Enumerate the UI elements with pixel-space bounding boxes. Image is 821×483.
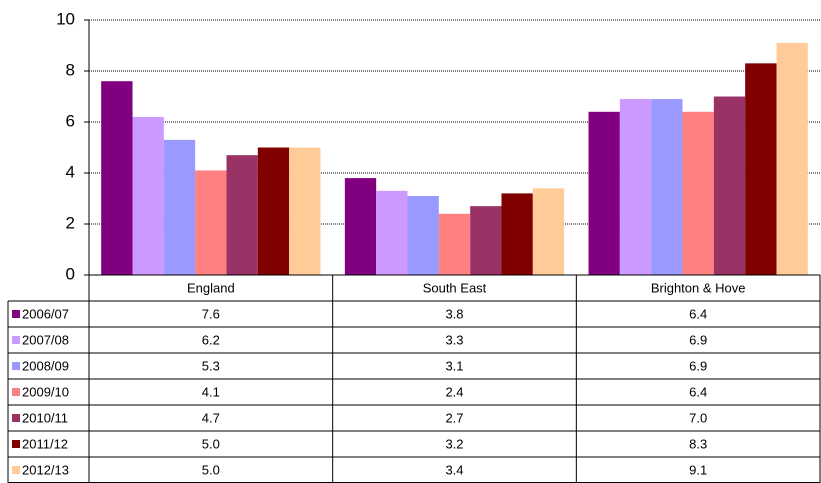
y-tick-label: 10	[56, 9, 75, 28]
table-value: 3.8	[445, 306, 463, 321]
table-value: 6.2	[202, 332, 220, 347]
bar	[195, 170, 227, 275]
y-tick-label: 8	[66, 60, 75, 79]
bar	[101, 81, 133, 275]
y-tick-label: 6	[66, 111, 75, 130]
table-value: 3.1	[445, 358, 463, 373]
table-value: 2.7	[445, 410, 463, 425]
table-value: 9.1	[689, 462, 707, 477]
legend-label: 2011/12	[22, 436, 68, 451]
table-value: 7.0	[689, 410, 707, 425]
legend-label: 2012/13	[22, 462, 69, 477]
bar	[163, 139, 196, 275]
table-value: 3.2	[445, 436, 463, 451]
bar	[713, 96, 746, 275]
legend-label: 2008/09	[22, 358, 69, 373]
bar	[682, 111, 714, 275]
legend-key	[12, 414, 20, 422]
legend-label: 2009/10	[22, 384, 69, 399]
table-value: 7.6	[202, 306, 220, 321]
table-value: 8.3	[689, 436, 707, 451]
table-value: 5.0	[202, 436, 220, 451]
table-value: 6.4	[689, 384, 707, 399]
table-value: 4.1	[202, 384, 220, 399]
legend-label: 2006/07	[22, 306, 69, 321]
table-value: 4.7	[202, 410, 220, 425]
table-value: 6.4	[689, 306, 707, 321]
bar	[501, 193, 533, 275]
y-tick-label: 2	[66, 213, 75, 232]
legend-key	[12, 466, 20, 474]
bar	[407, 195, 439, 275]
legend-key	[12, 336, 20, 344]
table-value: 3.4	[445, 462, 463, 477]
bar	[344, 178, 377, 275]
legend-key	[12, 388, 20, 396]
bar	[438, 213, 471, 275]
legend-key	[12, 362, 20, 370]
y-tick-label: 0	[66, 264, 75, 283]
bar	[132, 116, 164, 276]
table-value: 5.3	[202, 358, 220, 373]
bar	[619, 99, 652, 275]
bar	[226, 155, 258, 275]
bar	[776, 42, 808, 276]
bar	[257, 147, 290, 275]
legend-label: 2007/08	[22, 332, 69, 347]
table-value: 5.0	[202, 462, 220, 477]
bar	[289, 147, 321, 275]
legend-key	[12, 310, 20, 318]
bar	[532, 188, 565, 275]
x-tick-label: England	[187, 280, 235, 295]
bar	[651, 99, 683, 275]
table-value: 6.9	[689, 358, 707, 373]
x-tick-label: Brighton & Hove	[651, 280, 746, 295]
y-tick-label: 4	[66, 162, 75, 181]
bar	[745, 63, 777, 275]
bar	[470, 206, 502, 275]
legend-label: 2010/11	[22, 410, 68, 425]
table-value: 2.4	[445, 384, 463, 399]
legend-key	[12, 440, 20, 448]
table-value: 6.9	[689, 332, 707, 347]
x-tick-label: South East	[423, 280, 487, 295]
bar	[588, 111, 620, 275]
table-value: 3.3	[445, 332, 463, 347]
bar	[376, 190, 408, 275]
